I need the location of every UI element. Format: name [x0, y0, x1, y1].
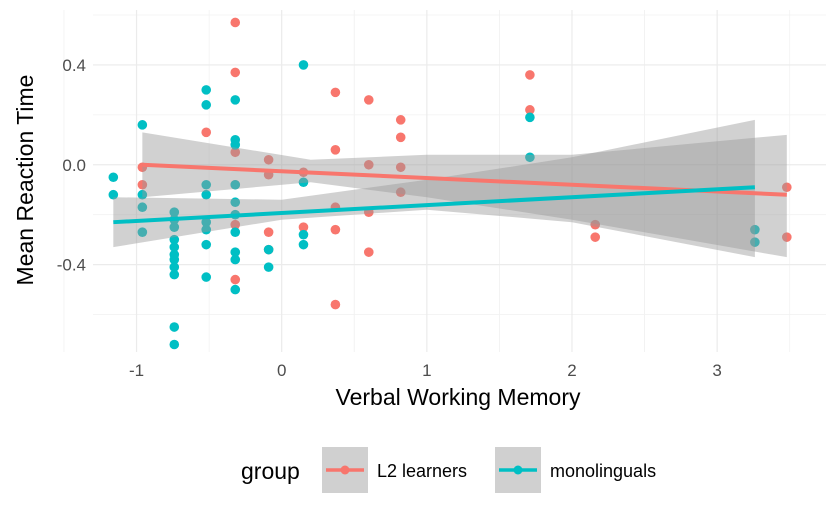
y-axis-title: Mean Reaction Time: [12, 75, 38, 286]
x-tick-label: 2: [567, 361, 576, 380]
point-monolinguals: [525, 152, 535, 163]
x-tick-labels: -1 0 1 2 3: [129, 361, 722, 380]
point-l2-learners: [363, 159, 374, 170]
x-tick-label: 0: [277, 361, 286, 380]
legend-title: group: [241, 458, 300, 484]
y-tick-label: 0.4: [62, 56, 86, 75]
point-monolinguals: [201, 217, 212, 227]
point-l2-learners: [230, 17, 241, 28]
point-monolinguals: [169, 339, 180, 350]
y-tick-label: -0.4: [57, 256, 86, 275]
x-axis-title: Verbal Working Memory: [336, 384, 581, 410]
point-l2-learners: [395, 162, 406, 173]
legend-label-l2-learners: L2 learners: [377, 461, 467, 481]
point-monolinguals: [169, 242, 180, 252]
point-monolinguals: [201, 239, 212, 250]
point-monolinguals: [298, 60, 309, 70]
point-monolinguals: [230, 284, 241, 295]
legend-dot-l2-learners: [340, 465, 350, 475]
point-monolinguals: [137, 202, 148, 213]
point-l2-learners: [525, 105, 535, 115]
legend-dot-monolinguals: [513, 465, 523, 475]
point-monolinguals: [169, 207, 180, 218]
point-monolinguals: [230, 197, 241, 208]
point-l2-learners: [263, 227, 274, 237]
point-monolinguals: [169, 262, 180, 272]
point-l2-learners: [230, 67, 241, 78]
point-l2-learners: [298, 222, 309, 232]
point-monolinguals: [201, 85, 212, 95]
y-tick-labels: -0.4 0.0 0.4: [57, 56, 86, 275]
point-monolinguals: [230, 179, 241, 190]
point-monolinguals: [230, 95, 241, 105]
point-l2-learners: [590, 219, 601, 230]
confidence-band-l2-learners: [142, 132, 787, 258]
legend-item-l2-learners: L2 learners: [322, 447, 467, 493]
point-monolinguals: [137, 227, 148, 237]
point-monolinguals: [230, 247, 241, 257]
fit-lines: [113, 162, 787, 225]
point-l2-learners: [363, 95, 374, 105]
point-l2-learners: [782, 232, 792, 242]
legend-label-monolinguals: monolinguals: [550, 461, 656, 481]
point-l2-learners: [330, 299, 341, 310]
point-monolinguals: [137, 189, 148, 200]
point-monolinguals: [201, 272, 212, 282]
point-l2-learners: [201, 127, 212, 138]
point-monolinguals: [263, 262, 274, 272]
point-l2-learners: [782, 182, 792, 193]
point-monolinguals: [108, 189, 119, 200]
confidence-bands: [113, 119, 787, 258]
point-l2-learners: [525, 70, 535, 80]
legend-item-monolinguals: monolinguals: [495, 447, 656, 493]
confidence-band-monolinguals: [113, 119, 755, 258]
point-l2-learners: [395, 132, 406, 143]
point-monolinguals: [750, 224, 760, 235]
point-l2-learners: [330, 144, 341, 155]
major-gridlines: [93, 10, 826, 352]
point-l2-learners: [330, 87, 341, 98]
data-points: [108, 17, 792, 350]
point-l2-learners: [263, 154, 274, 165]
point-l2-learners: [395, 115, 406, 125]
point-monolinguals: [298, 229, 309, 240]
point-monolinguals: [169, 234, 180, 245]
point-l2-learners: [330, 224, 341, 235]
y-tick-label: 0.0: [62, 156, 86, 175]
point-monolinguals: [169, 254, 180, 265]
point-monolinguals: [169, 269, 180, 280]
point-monolinguals: [169, 322, 180, 332]
point-l2-learners: [363, 247, 374, 257]
point-monolinguals: [201, 179, 212, 190]
point-l2-learners: [137, 179, 148, 190]
legend: group L2 learners monolinguals: [241, 447, 656, 493]
point-monolinguals: [201, 189, 212, 200]
point-monolinguals: [108, 172, 119, 183]
point-l2-learners: [230, 274, 241, 285]
point-monolinguals: [230, 227, 241, 237]
point-monolinguals: [201, 100, 212, 110]
x-tick-label: 1: [422, 361, 431, 380]
point-monolinguals: [201, 224, 212, 235]
point-l2-learners: [230, 147, 241, 158]
point-monolinguals: [230, 254, 241, 265]
point-monolinguals: [750, 237, 760, 247]
fit-line-monolinguals: [113, 185, 755, 225]
point-monolinguals: [263, 244, 274, 255]
point-l2-learners: [395, 187, 406, 198]
x-tick-label: -1: [129, 361, 144, 380]
point-monolinguals: [230, 140, 241, 150]
point-monolinguals: [137, 120, 148, 130]
point-l2-learners: [230, 219, 241, 230]
point-l2-learners: [590, 232, 601, 242]
point-monolinguals: [298, 239, 309, 250]
point-monolinguals: [525, 112, 535, 123]
x-tick-label: 3: [712, 361, 721, 380]
point-monolinguals: [169, 222, 180, 232]
point-monolinguals: [298, 177, 309, 188]
